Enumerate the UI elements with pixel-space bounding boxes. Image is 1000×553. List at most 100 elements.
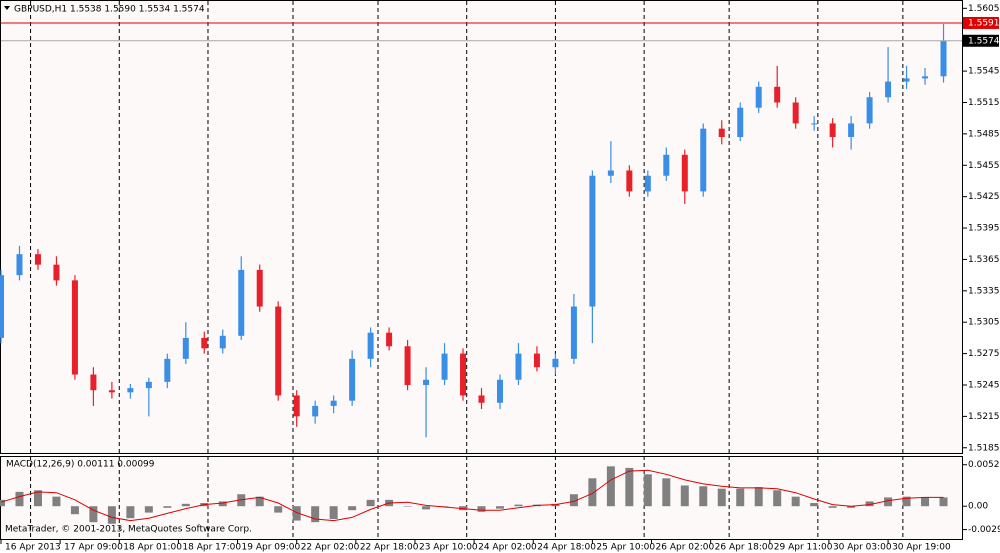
candle-body <box>164 358 171 382</box>
candle-body <box>53 264 60 281</box>
candle-body <box>275 306 282 396</box>
candle-body <box>108 390 115 393</box>
macd-bar <box>921 497 930 507</box>
macd-bar <box>606 466 615 507</box>
candle-body <box>866 97 873 124</box>
price-level-label: 1.5574 <box>968 36 1000 46</box>
macd-bar <box>569 494 578 507</box>
candle-body <box>330 400 337 406</box>
y-tick-label: 1.5395 <box>968 224 1000 234</box>
candle-body <box>774 86 781 103</box>
candle-body <box>940 40 947 77</box>
candle-body <box>256 269 263 307</box>
candle-body <box>700 128 707 192</box>
y-tick-label: 0.0052 <box>968 460 1000 470</box>
price-level-box <box>963 34 999 47</box>
macd-bar <box>662 478 671 507</box>
macd-bar <box>366 499 375 507</box>
macd-bar <box>477 506 486 512</box>
candle-body <box>238 269 245 336</box>
y-tick-label: 1.5605 <box>968 4 1000 14</box>
main-panel <box>0 0 963 454</box>
candle-body <box>34 254 41 265</box>
macd-bar <box>144 506 153 513</box>
candle-body <box>0 275 4 338</box>
candle-body <box>127 388 134 393</box>
macd-bar <box>181 503 190 507</box>
candle-body <box>607 170 614 176</box>
macd-bar <box>865 501 874 507</box>
macd-bar <box>754 487 763 507</box>
candle-body <box>589 175 596 307</box>
macd-bar <box>274 506 283 513</box>
candle-body <box>552 358 559 368</box>
candle-body <box>145 381 152 389</box>
candle-body <box>922 76 929 79</box>
candle-body <box>349 358 356 401</box>
macd-bar <box>52 496 61 507</box>
macd-bar <box>791 496 800 507</box>
x-tick-label: 22 Apr 02:00 <box>301 543 360 553</box>
macd-bar <box>736 488 745 507</box>
candle-body <box>496 379 503 403</box>
y-tick-label: 1.5365 <box>968 255 1000 265</box>
macd-bar <box>495 506 504 509</box>
x-tick-label: 24 Apr 18:00 <box>537 543 596 553</box>
macd-bar <box>440 506 449 507</box>
candle-body <box>386 332 393 347</box>
x-tick-label: 19 Apr 09:00 <box>242 543 301 553</box>
macd-bar <box>126 506 135 519</box>
macd-bar <box>773 490 782 507</box>
macd-bar <box>828 506 837 508</box>
macd-bar <box>15 491 24 507</box>
candle-body <box>737 107 744 138</box>
y-tick-label: 0.00 <box>968 502 988 512</box>
x-tick-label: 23 Apr 10:00 <box>419 543 478 553</box>
price-level-label: 1.5591 <box>968 18 1000 28</box>
y-tick-label: 1.5185 <box>968 443 1000 453</box>
x-tick-label: 18 Apr 17:00 <box>182 543 241 553</box>
macd-bar <box>514 504 523 507</box>
y-tick-label: -0.00293 <box>968 525 1000 535</box>
candle-body <box>829 123 836 138</box>
candle-body <box>626 170 633 192</box>
y-tick-label: 1.5455 <box>968 161 1000 171</box>
price-level-box <box>963 16 999 29</box>
candle-body <box>533 353 540 368</box>
candle-body <box>404 346 411 385</box>
candle-body <box>885 81 892 98</box>
candle-body <box>903 78 910 82</box>
y-tick-label: 1.5245 <box>968 380 1000 390</box>
y-tick-label: 1.5275 <box>968 349 1000 359</box>
y-tick-label: 1.5485 <box>968 129 1000 139</box>
macd-bar <box>403 506 412 507</box>
candle-body <box>219 335 226 349</box>
x-tick-label: 17 Apr 09:00 <box>64 543 123 553</box>
macd-bar <box>70 506 79 515</box>
candle-body <box>367 332 374 359</box>
macd-bar <box>810 503 819 507</box>
macd-bar <box>163 506 172 508</box>
y-tick-label: 1.5335 <box>968 286 1000 296</box>
macd-bar <box>588 478 597 507</box>
macd-bar <box>33 490 42 507</box>
x-tick-label: 18 Apr 01:00 <box>123 543 182 553</box>
candle-body <box>312 405 319 417</box>
candle-body <box>478 395 485 403</box>
y-tick-label: 1.5425 <box>968 192 1000 202</box>
macd-bar <box>0 499 5 507</box>
macd-bar <box>311 506 320 523</box>
macd-bar <box>643 474 652 507</box>
macd-bar <box>89 506 98 523</box>
candle-body <box>182 337 189 359</box>
candle-body <box>201 337 208 349</box>
macd-bar <box>625 467 634 507</box>
candle-body <box>848 123 855 138</box>
x-tick-label: 30 Apr 03:00 <box>833 543 892 553</box>
macd-bar <box>902 496 911 507</box>
macd-bar <box>847 506 856 508</box>
x-tick-label: 29 Apr 11:00 <box>774 543 833 553</box>
macd-bar <box>292 506 301 521</box>
x-tick-label: 22 Apr 18:00 <box>360 543 419 553</box>
